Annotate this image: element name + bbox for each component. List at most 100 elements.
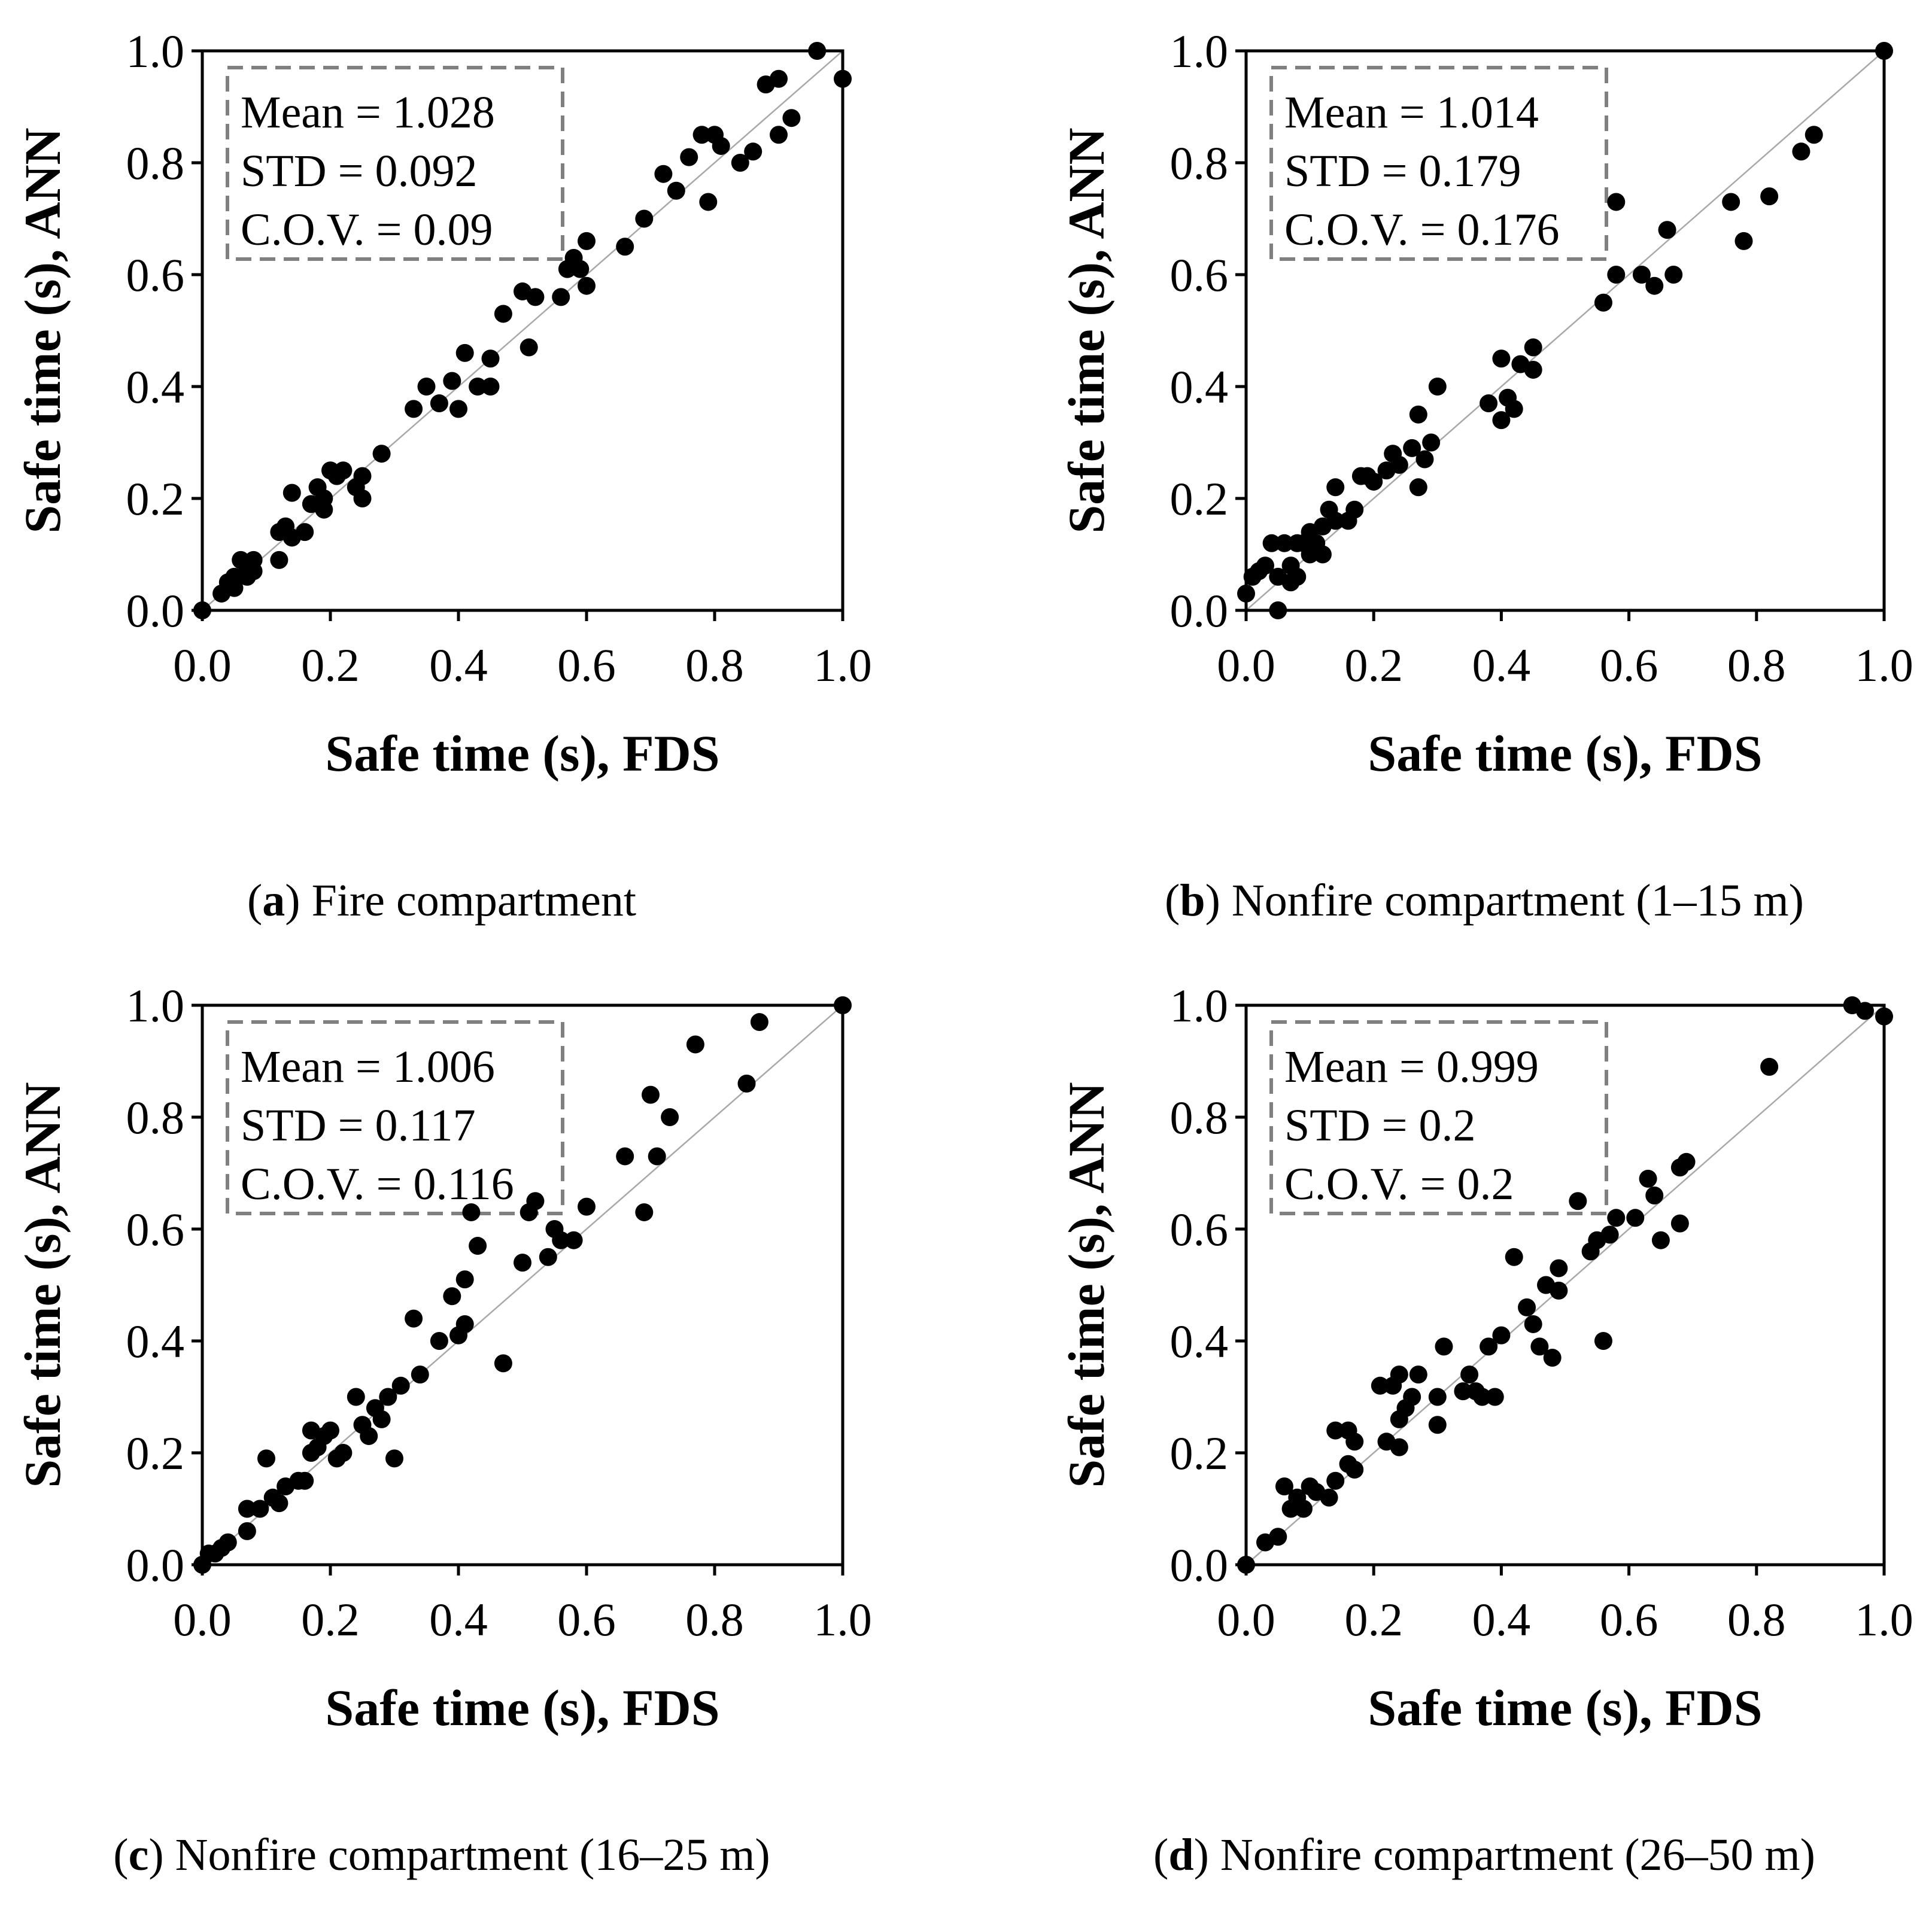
data-point	[1345, 1461, 1364, 1479]
data-point	[1409, 478, 1427, 497]
data-point	[481, 349, 500, 368]
x-tick-label: 1.0	[1855, 1593, 1913, 1646]
data-point	[1734, 232, 1753, 250]
data-point	[334, 1444, 353, 1462]
data-point	[1320, 1488, 1338, 1507]
data-point	[737, 1074, 756, 1093]
data-point	[251, 1500, 269, 1518]
y-tick-label: 0.6	[126, 249, 185, 301]
data-point	[372, 445, 391, 463]
data-point	[1524, 360, 1542, 379]
data-point	[1639, 1169, 1657, 1188]
y-tick-label: 0.4	[126, 361, 185, 413]
data-point	[1543, 1349, 1562, 1367]
data-point	[712, 136, 730, 155]
data-point	[578, 232, 596, 250]
stat-cov: C.O.V. = 0.176	[1284, 205, 1560, 255]
data-point	[1262, 534, 1281, 552]
x-tick-label: 0.8	[1727, 639, 1786, 691]
data-point	[315, 500, 333, 519]
data-point	[1607, 1209, 1626, 1227]
data-point	[635, 209, 654, 228]
data-point	[642, 1085, 660, 1104]
x-axis-label: Safe time (s), FDS	[325, 1679, 719, 1736]
data-point	[1480, 394, 1498, 413]
data-point	[1760, 187, 1779, 206]
y-axis-label: Safe time (s), ANN	[14, 127, 71, 533]
caption-open-paren: (	[247, 875, 262, 926]
data-point	[455, 1270, 474, 1289]
caption-letter: a	[262, 875, 285, 926]
data-point	[282, 483, 301, 502]
y-tick-label: 0.8	[126, 1091, 185, 1143]
data-point	[667, 181, 685, 200]
caption-letter: b	[1180, 875, 1205, 926]
data-point	[1454, 1382, 1472, 1401]
data-point	[1275, 534, 1293, 552]
data-point	[469, 1237, 487, 1255]
data-point	[462, 1203, 481, 1221]
data-point	[552, 288, 570, 306]
data-point	[1294, 1500, 1313, 1518]
data-point	[1390, 1365, 1408, 1384]
data-point	[770, 69, 788, 88]
data-point	[1486, 1388, 1504, 1406]
data-point	[481, 378, 500, 396]
plot-frame	[1244, 49, 1886, 612]
data-point	[686, 1035, 704, 1054]
data-point	[692, 126, 711, 144]
data-point	[782, 109, 801, 127]
data-point	[443, 1287, 461, 1306]
data-point	[750, 1013, 768, 1032]
data-point	[1645, 276, 1664, 295]
data-point	[1275, 1477, 1293, 1496]
data-point	[411, 1365, 429, 1384]
data-point	[1645, 1186, 1664, 1205]
stats-box	[1269, 66, 1608, 261]
x-tick-label: 0.2	[1344, 1593, 1403, 1646]
stat-mean: Mean = 0.999	[1284, 1042, 1539, 1092]
data-point	[1403, 1388, 1421, 1406]
data-point	[1480, 1337, 1498, 1356]
data-point	[1269, 1528, 1287, 1546]
y-tick-label: 0.6	[126, 1203, 185, 1255]
data-point	[770, 126, 788, 144]
stat-std: STD = 0.179	[1284, 146, 1521, 196]
data-point	[1428, 378, 1447, 396]
data-point	[1530, 1337, 1549, 1356]
plot-frame	[201, 49, 845, 612]
data-point	[238, 1500, 256, 1518]
x-tick-label: 0.2	[301, 1593, 360, 1646]
y-tick-label: 1.0	[126, 25, 185, 77]
data-point	[270, 551, 288, 569]
data-point	[1428, 1416, 1447, 1434]
stat-cov: C.O.V. = 0.09	[241, 205, 493, 255]
x-tick-label: 0.0	[1217, 639, 1275, 691]
x-tick-label: 0.6	[1600, 1593, 1658, 1646]
stat-std: STD = 0.2	[1284, 1100, 1475, 1151]
y-tick-label: 0.4	[1170, 361, 1229, 413]
data-point	[1326, 512, 1345, 530]
x-tick-label: 0.2	[301, 639, 360, 691]
data-point	[1626, 1209, 1645, 1227]
data-point	[1492, 411, 1511, 430]
data-point	[1651, 1231, 1670, 1249]
data-point	[494, 1354, 512, 1373]
y-tick-label: 0.4	[1170, 1315, 1229, 1367]
y-tick-label: 1.0	[1170, 25, 1229, 77]
caption-open-paren: (	[1153, 1830, 1168, 1880]
x-tick-label: 0.4	[429, 639, 488, 691]
data-point	[1632, 266, 1651, 284]
stats-box	[226, 1020, 564, 1215]
y-tick-label: 0.6	[1170, 1203, 1229, 1255]
caption-text: ) Fire compartment	[285, 875, 636, 926]
x-tick-label: 0.6	[1600, 639, 1658, 691]
y-axis-label: Safe time (s), ANN	[1058, 127, 1115, 533]
data-point	[1670, 1214, 1689, 1233]
y-tick-label: 0.0	[1170, 1539, 1229, 1591]
data-point	[405, 400, 423, 418]
data-point	[1403, 439, 1421, 457]
data-point	[635, 1203, 654, 1221]
stats-box	[226, 66, 564, 261]
data-point	[1345, 1432, 1364, 1451]
